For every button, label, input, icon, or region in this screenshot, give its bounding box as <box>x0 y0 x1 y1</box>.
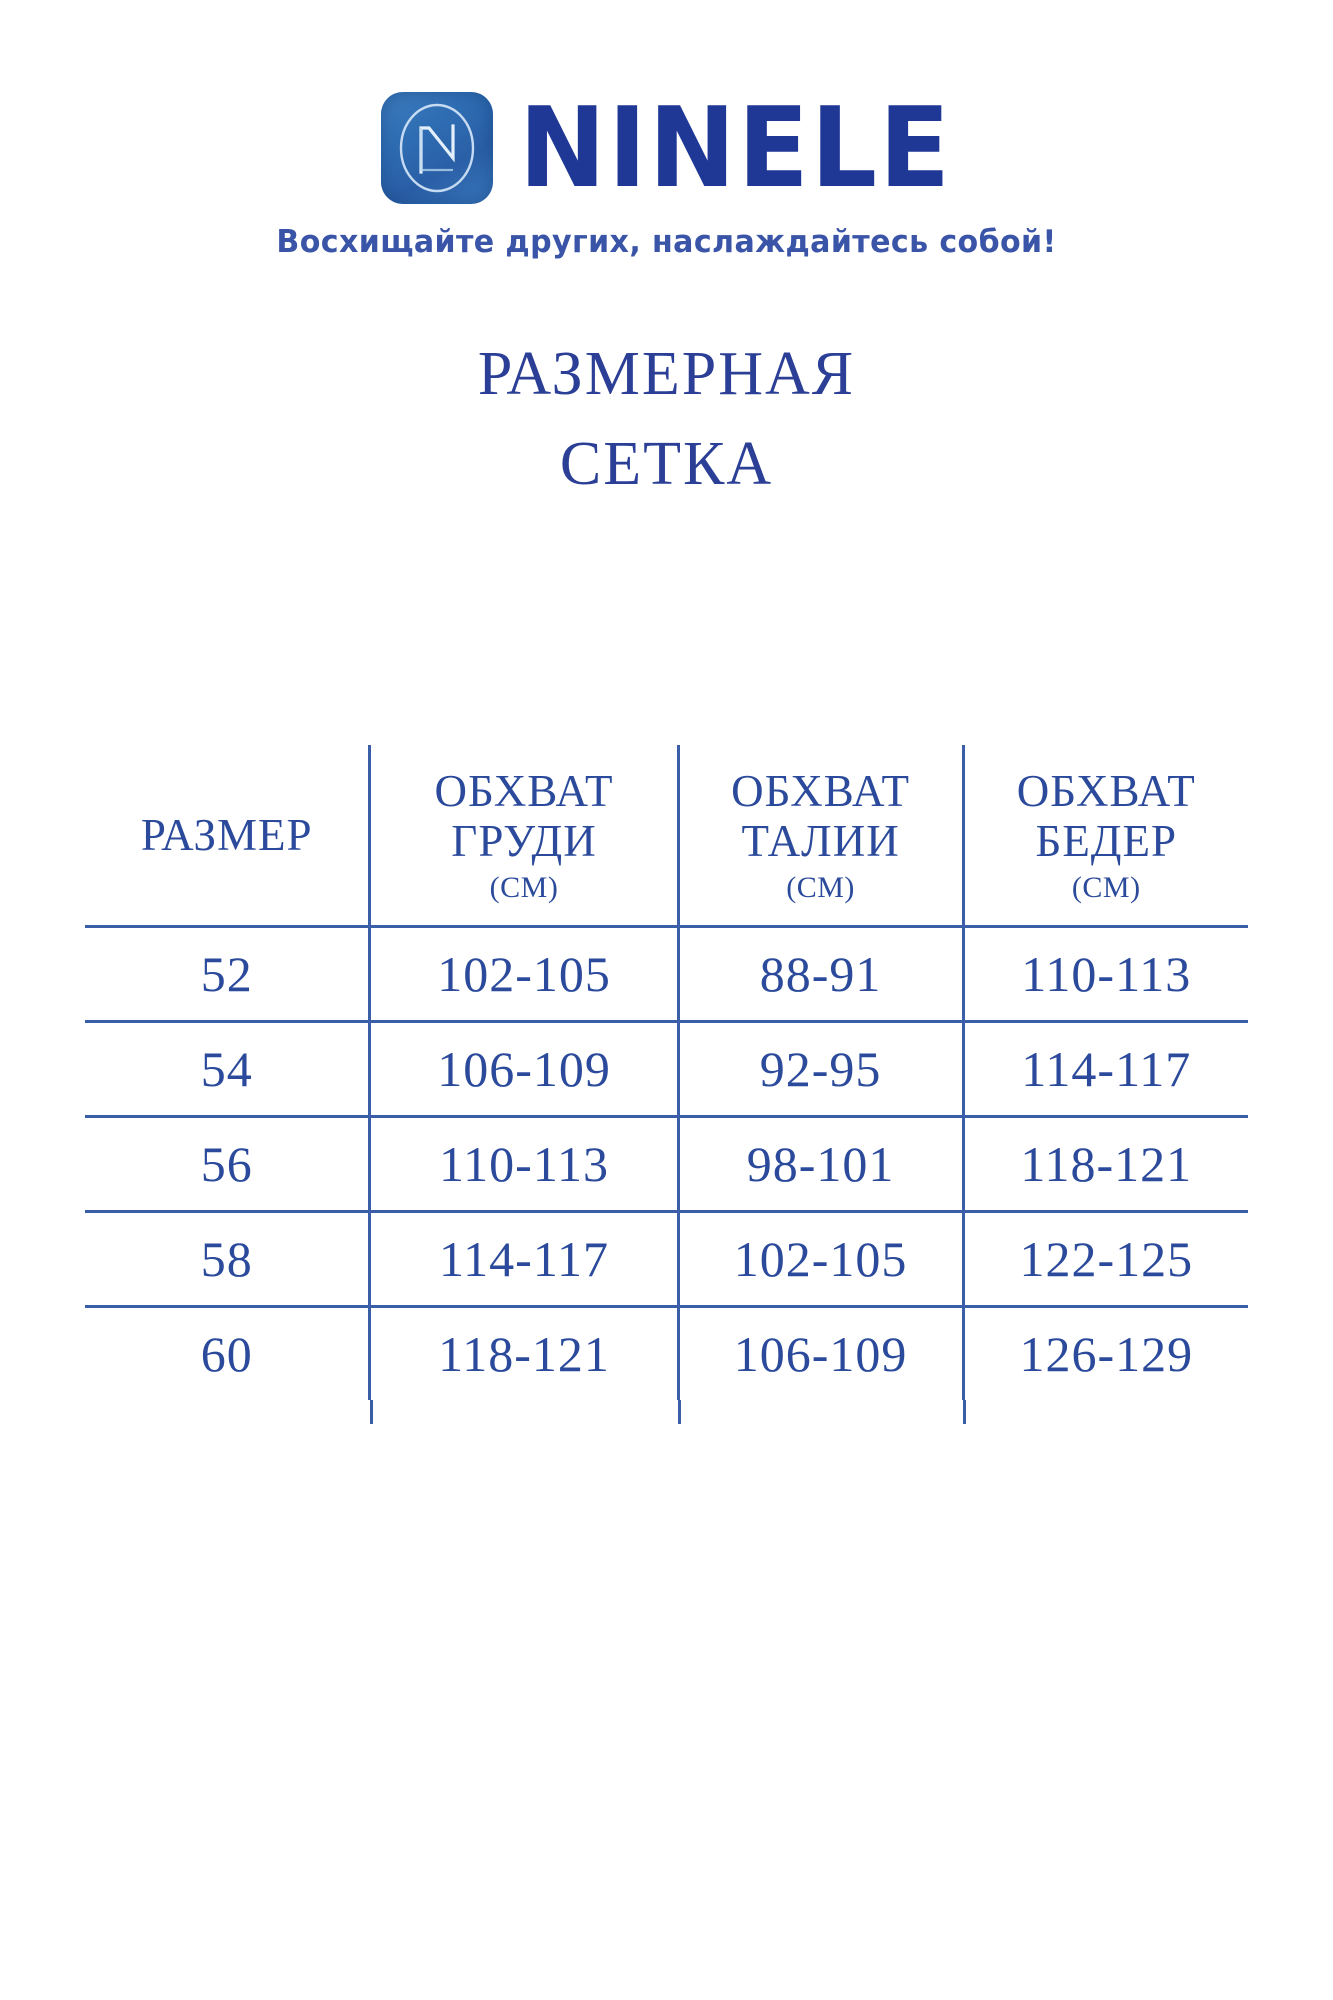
table-row: 58 114-117 102-105 122-125 <box>85 1211 1248 1308</box>
brand-header: NINELE Восхищайте других, наслаждайтесь … <box>0 88 1333 260</box>
column-header-bust-unit: (СМ) <box>489 870 559 904</box>
cell-size: 54 <box>85 1021 370 1118</box>
cell-size: 52 <box>85 926 370 1023</box>
column-header-size-label: РАЗМЕР <box>140 809 313 860</box>
size-table-body: 52 102-105 88-91 110-113 54 106-109 92-9… <box>85 926 1248 1400</box>
column-header-waist-label: ОБХВАТ ТАЛИИ <box>731 765 911 867</box>
cell-waist: 92-95 <box>676 1021 964 1118</box>
column-header-hips: ОБХВАТ БЕДЕР (СМ) <box>961 745 1248 928</box>
column-header-bust: ОБХВАТ ГРУДИ (СМ) <box>368 745 679 928</box>
logo-row: NINELE <box>0 88 1333 208</box>
column-header-waist-unit: (СМ) <box>786 870 855 904</box>
ninele-monogram-icon <box>380 92 493 204</box>
table-bottom-rules <box>85 1400 1248 1424</box>
column-header-hips-label: ОБХВАТ БЕДЕР <box>1016 765 1196 867</box>
cell-size: 58 <box>85 1211 370 1308</box>
size-table-head: РАЗМЕР ОБХВАТ ГРУДИ (СМ) ОБХВАТ ТАЛИИ (С… <box>85 745 1248 928</box>
cell-hips: 122-125 <box>961 1211 1248 1308</box>
cell-waist: 106-109 <box>676 1306 964 1400</box>
brand-wordmark: NINELE <box>518 83 953 213</box>
page-title-line-2: СЕТКА <box>559 429 774 498</box>
cell-waist: 98-101 <box>676 1116 964 1213</box>
cell-bust: 102-105 <box>368 926 679 1023</box>
cell-size: 60 <box>200 1326 253 1382</box>
table-row: 60 118-121 106-109 126-129 <box>85 1306 1248 1400</box>
table-row: 56 110-113 98-101 118-121 <box>85 1116 1248 1213</box>
table-rule-vertical <box>369 1400 373 1424</box>
cell-bust: 106-109 <box>368 1021 679 1118</box>
column-header-hips-unit: (СМ) <box>1071 870 1141 904</box>
column-header-bust-label: ОБХВАТ ГРУДИ <box>434 765 614 867</box>
size-table-container: РАЗМЕР ОБХВАТ ГРУДИ (СМ) ОБХВАТ ТАЛИИ (С… <box>85 745 1248 1424</box>
cell-waist: 102-105 <box>676 1211 964 1308</box>
cell-hips: 114-117 <box>961 1021 1248 1118</box>
page-title: РАЗМЕРНАЯ СЕТКА <box>0 330 1333 510</box>
cell-hips: 126-129 <box>961 1306 1248 1400</box>
cell-hips: 110-113 <box>961 926 1248 1023</box>
column-header-size: РАЗМЕР <box>85 745 370 928</box>
cell-bust: 114-117 <box>368 1211 679 1308</box>
cell-waist: 88-91 <box>676 926 964 1023</box>
cell-size: 56 <box>85 1116 370 1213</box>
table-row: 52 102-105 88-91 110-113 <box>85 926 1248 1023</box>
table-header-row: РАЗМЕР ОБХВАТ ГРУДИ (СМ) ОБХВАТ ТАЛИИ (С… <box>85 745 1248 928</box>
brand-tagline: Восхищайте других, наслаждайтесь собой! <box>276 224 1057 260</box>
column-header-waist: ОБХВАТ ТАЛИИ (СМ) <box>676 745 964 928</box>
table-rule-vertical <box>678 1400 682 1424</box>
table-rule-vertical <box>963 1400 967 1424</box>
page-title-line-1: РАЗМЕРНАЯ <box>477 340 856 408</box>
size-table: РАЗМЕР ОБХВАТ ГРУДИ (СМ) ОБХВАТ ТАЛИИ (С… <box>85 745 1248 1400</box>
table-row: 54 106-109 92-95 114-117 <box>85 1021 1248 1118</box>
cell-bust: 110-113 <box>368 1116 679 1213</box>
cell-hips: 118-121 <box>961 1116 1248 1213</box>
cell-bust: 118-121 <box>368 1306 679 1400</box>
